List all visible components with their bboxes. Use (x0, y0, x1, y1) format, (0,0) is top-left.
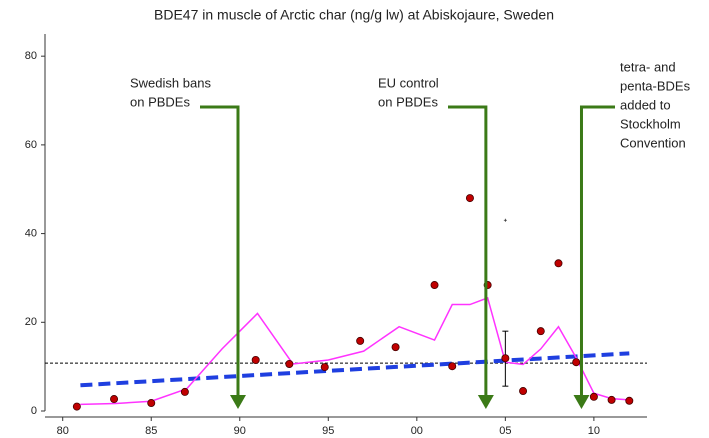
x-tick-label: 10 (588, 425, 600, 437)
data-point (554, 259, 563, 268)
x-tick-label: 00 (411, 425, 423, 437)
y-tick-label: 80 (25, 50, 37, 62)
x-tick-label: 80 (57, 425, 69, 437)
annotation-text: penta-BDEs (620, 78, 691, 93)
annotation-text: on PBDEs (378, 94, 438, 109)
y-tick-label: 0 (31, 405, 37, 417)
annotation-text: EU control (378, 75, 439, 90)
data-point (501, 354, 510, 363)
arrow-head (573, 395, 590, 409)
x-tick-label: 85 (145, 425, 157, 437)
x-tick-label: 05 (499, 425, 511, 437)
y-tick-label: 20 (25, 316, 37, 328)
annotation-text: Swedish bans (130, 75, 211, 90)
mean-line (80, 296, 630, 406)
data-point (536, 327, 545, 336)
data-point (519, 387, 528, 396)
data-point (72, 402, 81, 411)
annotation-text: added to (620, 97, 671, 112)
y-tick-label: 60 (25, 139, 37, 151)
data-point (251, 355, 260, 364)
annotation-arrow (200, 105, 240, 397)
y-tick-label: 40 (25, 227, 37, 239)
annotation-text: Stockholm (620, 116, 681, 131)
data-point (180, 387, 189, 396)
chart-title: BDE47 in muscle of Arctic char (ng/g lw)… (154, 7, 554, 23)
x-tick-label: 95 (322, 425, 334, 437)
data-point (430, 281, 439, 290)
data-point (285, 359, 294, 368)
data-point (625, 396, 634, 405)
data-point (320, 363, 329, 372)
data-point (448, 362, 457, 371)
trend-line (80, 351, 630, 388)
data-point (607, 395, 616, 404)
annotation-text: on PBDEs (130, 94, 190, 109)
x-tick-label: 90 (234, 425, 246, 437)
arrow-head (229, 395, 246, 409)
outlier-mark (503, 218, 507, 222)
annotation-text: Convention (620, 135, 686, 150)
data-point (147, 399, 156, 408)
data-point (465, 194, 474, 203)
annotation-arrow (448, 105, 488, 397)
data-point (356, 336, 365, 345)
data-point (110, 395, 119, 404)
data-point (589, 392, 598, 401)
annotation-arrow (579, 105, 615, 397)
data-point (391, 343, 400, 352)
arrow-head (477, 395, 494, 409)
annotation-text: tetra- and (620, 59, 676, 74)
data-point (572, 358, 581, 367)
